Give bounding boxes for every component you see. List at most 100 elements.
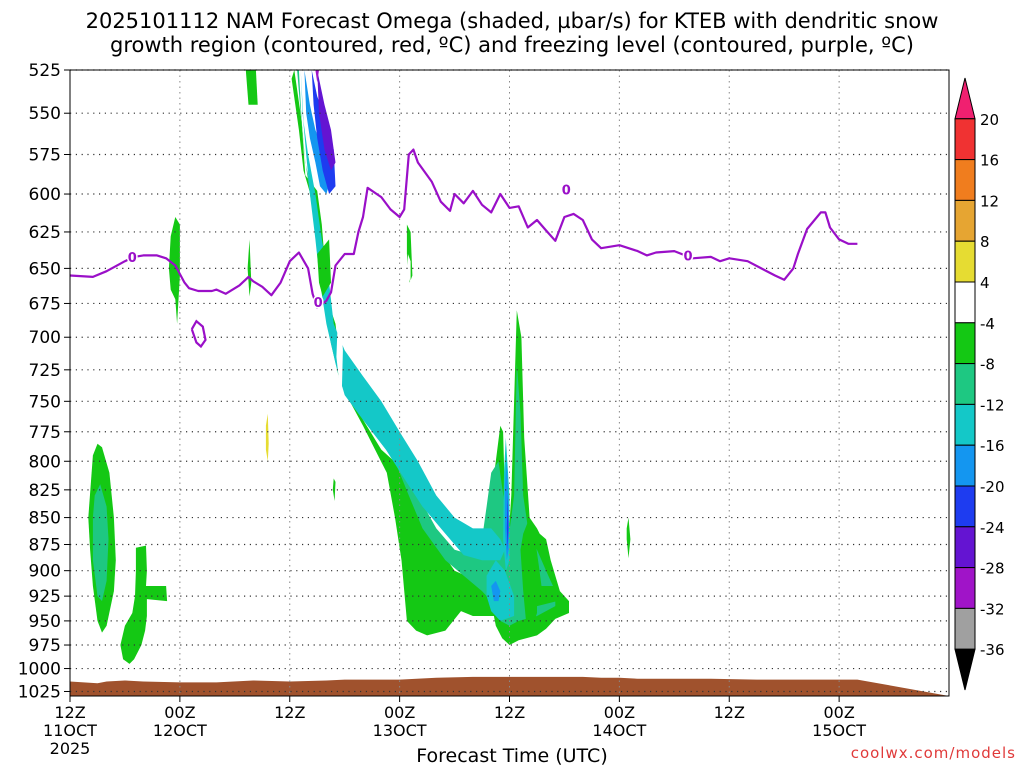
colorbar-segment xyxy=(954,567,976,609)
omega-region xyxy=(342,129,351,276)
colorbar-segment xyxy=(954,444,976,487)
x-tick-time: 12Z xyxy=(54,703,85,722)
colorbar-label: 8 xyxy=(980,233,990,251)
y-tick-label: 1025 xyxy=(18,682,61,702)
y-tick-label: 650 xyxy=(29,259,61,279)
omega-region xyxy=(336,321,343,389)
omega-region xyxy=(287,323,304,473)
colorbar-segment xyxy=(954,322,976,365)
colorbar-segment xyxy=(954,526,976,569)
colorbar-label: -12 xyxy=(980,396,1005,414)
freezing-level-label: 0 xyxy=(684,249,693,264)
chart-title-line-2: growth region (contoured, red, ºC) and f… xyxy=(110,33,914,57)
omega-region xyxy=(300,70,505,561)
omega-region xyxy=(486,560,515,621)
freezing-level-label: 0 xyxy=(128,251,137,266)
colorbar-segment xyxy=(954,403,976,446)
freezing-level-label: 0 xyxy=(314,296,323,311)
colorbar-segment xyxy=(954,118,976,161)
x-tick-year: 2025 xyxy=(50,739,91,758)
y-tick-label: 525 xyxy=(29,61,61,81)
y-tick-label: 625 xyxy=(29,223,61,243)
y-tick-label: 575 xyxy=(29,146,61,166)
omega-region xyxy=(297,70,556,626)
y-tick-label: 775 xyxy=(29,423,61,443)
omega-region xyxy=(359,87,363,130)
colorbar-label: -24 xyxy=(980,519,1005,537)
freezing-level-contour xyxy=(69,148,858,309)
colorbar-label: -36 xyxy=(980,641,1005,659)
y-tick-label: 950 xyxy=(29,612,61,632)
colorbar-segment xyxy=(954,648,976,691)
omega-region xyxy=(245,70,258,105)
colorbar-segment xyxy=(954,77,976,120)
x-tick-date: 12OCT xyxy=(153,721,207,740)
site-credit[interactable]: coolwx.com/models xyxy=(850,744,1016,762)
omega-region xyxy=(406,224,413,283)
y-tick-label: 925 xyxy=(29,587,61,607)
x-tick-date: 15OCT xyxy=(812,721,866,740)
x-tick-date: 11OCT xyxy=(43,721,97,740)
colorbar-segment xyxy=(954,363,976,405)
x-tick-time: 12Z xyxy=(274,703,305,722)
colorbar-segment xyxy=(954,485,976,528)
y-tick-label: 750 xyxy=(29,392,61,412)
colorbar-segment xyxy=(954,240,976,283)
freezing-level-layer: 0 0 0 0 xyxy=(69,148,858,349)
colorbar-label: 12 xyxy=(980,192,999,210)
x-tick-time: 12Z xyxy=(714,703,745,722)
x-tick-date: 13OCT xyxy=(373,721,427,740)
colorbar-label: -8 xyxy=(980,356,995,374)
x-tick-time: 00Z xyxy=(164,703,195,722)
omega-region xyxy=(289,138,299,297)
omega-region xyxy=(367,149,373,194)
colorbar-label: -4 xyxy=(980,315,995,333)
x-tick-date: 14OCT xyxy=(592,721,646,740)
omega-region xyxy=(276,70,281,93)
freezing-level-cell xyxy=(190,319,207,349)
omega-region xyxy=(265,413,269,462)
y-tick-label: 850 xyxy=(29,509,61,529)
y-tick-label: 800 xyxy=(29,452,61,472)
colorbar-label: -20 xyxy=(980,478,1005,496)
omega-region xyxy=(332,478,336,501)
y-tick-label: 900 xyxy=(29,562,61,582)
omega-region xyxy=(626,517,631,559)
colorbar-segment xyxy=(954,607,976,650)
y-tick-label: 600 xyxy=(29,185,61,205)
y-tick-label: 550 xyxy=(29,104,61,124)
omega-region xyxy=(168,217,180,324)
y-tick-label: 1000 xyxy=(18,660,61,680)
x-axis-label: Forecast Time (UTC) xyxy=(416,745,608,767)
x-tick-time: 00Z xyxy=(604,703,635,722)
x-tick-time: 00Z xyxy=(384,703,415,722)
colorbar-segment xyxy=(954,281,976,324)
y-tick-label: 975 xyxy=(29,636,61,656)
omega-region xyxy=(407,254,411,283)
colorbar-label: -32 xyxy=(980,600,1005,618)
colorbar-segment xyxy=(954,199,976,242)
y-tick-label: 825 xyxy=(29,481,61,501)
freezing-level-label: 0 xyxy=(562,183,571,198)
colorbar: 20 16 12 8 4 -4 -8 -12 -16 -20 -24 -28 -32 -36 xyxy=(954,77,1005,691)
omega-region xyxy=(317,70,336,171)
colorbar-label: 16 xyxy=(980,152,999,170)
omega-region xyxy=(247,239,252,297)
y-tick-label: 725 xyxy=(29,361,61,381)
omega-region xyxy=(92,484,109,602)
omega-region xyxy=(506,495,509,550)
x-tick-time: 00Z xyxy=(823,703,854,722)
colorbar-label: -16 xyxy=(980,437,1005,455)
chart-title-line-1: 2025101112 NAM Forecast Omega (shaded, µ… xyxy=(85,9,939,33)
colorbar-segment xyxy=(954,159,976,201)
omega-region xyxy=(317,239,331,297)
omega-region xyxy=(120,545,168,664)
y-axis-ticks: 525 550 575 600 625 650 675 700 725 750 775 800 825 8… xyxy=(18,61,70,702)
omega-region xyxy=(315,70,319,83)
omega-shading-layer xyxy=(88,70,631,664)
colorbar-label: 20 xyxy=(980,111,999,129)
x-tick-time: 12Z xyxy=(494,703,525,722)
colorbar-label: 4 xyxy=(980,274,990,292)
